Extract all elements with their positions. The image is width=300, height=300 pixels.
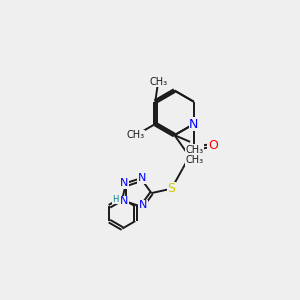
Text: N: N: [120, 178, 128, 188]
Text: CH₃: CH₃: [127, 130, 145, 140]
Text: S: S: [167, 182, 175, 195]
Text: N: N: [189, 118, 199, 130]
Text: CH₃: CH₃: [149, 77, 167, 87]
Text: N: N: [120, 196, 128, 206]
Text: O: O: [208, 139, 218, 152]
Text: CH₃: CH₃: [185, 155, 204, 165]
Text: CH₃: CH₃: [185, 145, 204, 154]
Text: N: N: [137, 173, 146, 183]
Text: H: H: [112, 195, 119, 204]
Text: N: N: [139, 200, 147, 210]
